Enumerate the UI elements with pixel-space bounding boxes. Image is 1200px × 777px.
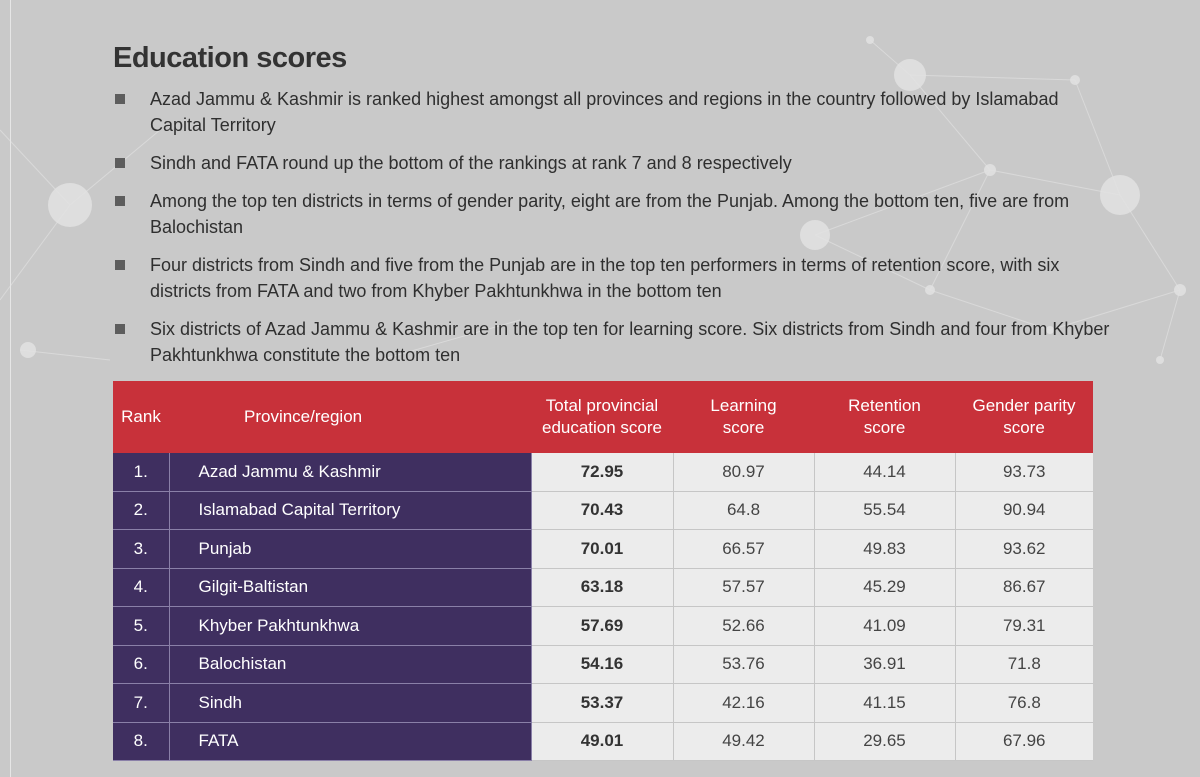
cell-region: Gilgit-Baltistan: [169, 568, 532, 607]
bullet-item: Among the top ten districts in terms of …: [113, 188, 1113, 240]
cell-total: 70.01: [531, 529, 674, 569]
header-total-score: Total provincial education score: [531, 381, 673, 453]
bullet-text: Four districts from Sindh and five from …: [150, 255, 1060, 301]
cell-learning: 66.57: [673, 529, 815, 569]
bullet-item: Sindh and FATA round up the bottom of th…: [113, 150, 1113, 176]
header-retention-score: Retention score: [814, 381, 955, 453]
table-row: 2. Islamabad Capital Territory 70.43 64.…: [113, 491, 1093, 530]
bullet-text: Six districts of Azad Jammu & Kashmir ar…: [150, 319, 1110, 365]
bullet-item: Six districts of Azad Jammu & Kashmir ar…: [113, 316, 1113, 368]
bullet-list: Azad Jammu & Kashmir is ranked highest a…: [113, 86, 1113, 380]
cell-learning: 64.8: [673, 491, 815, 530]
bullet-square-icon: [115, 196, 125, 206]
cell-rank: 3.: [113, 529, 170, 569]
cell-region: Azad Jammu & Kashmir: [169, 453, 532, 492]
cell-gender: 86.67: [955, 568, 1093, 607]
cell-rank: 1.: [113, 453, 170, 492]
cell-retention: 49.83: [814, 529, 956, 569]
bullet-text: Among the top ten districts in terms of …: [150, 191, 1070, 237]
page-edge-line: [10, 0, 11, 777]
bullet-square-icon: [115, 260, 125, 270]
cell-learning: 42.16: [673, 683, 815, 723]
bullet-square-icon: [115, 324, 125, 334]
cell-gender: 93.73: [955, 453, 1093, 492]
cell-retention: 29.65: [814, 722, 956, 761]
cell-gender: 79.31: [955, 606, 1093, 646]
education-scores-table: Rank Province/region Total provincial edu…: [113, 381, 1093, 761]
table-row: 6. Balochistan 54.16 53.76 36.91 71.8: [113, 645, 1093, 684]
cell-learning: 80.97: [673, 453, 815, 492]
cell-retention: 55.54: [814, 491, 956, 530]
cell-region: Balochistan: [169, 645, 532, 684]
bullet-square-icon: [115, 158, 125, 168]
cell-gender: 90.94: [955, 491, 1093, 530]
cell-rank: 8.: [113, 722, 170, 761]
cell-total: 72.95: [531, 453, 674, 492]
table-row: 5. Khyber Pakhtunkhwa 57.69 52.66 41.09 …: [113, 606, 1093, 646]
cell-learning: 49.42: [673, 722, 815, 761]
cell-total: 70.43: [531, 491, 674, 530]
cell-region: Sindh: [169, 683, 532, 723]
cell-rank: 6.: [113, 645, 170, 684]
bullet-square-icon: [115, 94, 125, 104]
table-row: 3. Punjab 70.01 66.57 49.83 93.62: [113, 529, 1093, 569]
header-rank: Rank: [113, 381, 169, 453]
cell-total: 49.01: [531, 722, 674, 761]
cell-retention: 44.14: [814, 453, 956, 492]
cell-learning: 57.57: [673, 568, 815, 607]
cell-total: 53.37: [531, 683, 674, 723]
cell-retention: 36.91: [814, 645, 956, 684]
cell-rank: 4.: [113, 568, 170, 607]
cell-gender: 93.62: [955, 529, 1093, 569]
header-gender-parity-score: Gender parity score: [955, 381, 1093, 453]
cell-learning: 53.76: [673, 645, 815, 684]
bullet-text: Sindh and FATA round up the bottom of th…: [150, 153, 792, 173]
cell-region: Punjab: [169, 529, 532, 569]
header-learning-score: Learning score: [673, 381, 814, 453]
bullet-item: Azad Jammu & Kashmir is ranked highest a…: [113, 86, 1113, 138]
cell-region: Khyber Pakhtunkhwa: [169, 606, 532, 646]
cell-gender: 67.96: [955, 722, 1093, 761]
table-header-row: Rank Province/region Total provincial edu…: [113, 381, 1093, 453]
cell-gender: 76.8: [955, 683, 1093, 723]
cell-learning: 52.66: [673, 606, 815, 646]
cell-gender: 71.8: [955, 645, 1093, 684]
table-row: 1. Azad Jammu & Kashmir 72.95 80.97 44.1…: [113, 453, 1093, 492]
cell-retention: 41.15: [814, 683, 956, 723]
bullet-text: Azad Jammu & Kashmir is ranked highest a…: [150, 89, 1059, 135]
cell-total: 57.69: [531, 606, 674, 646]
cell-region: Islamabad Capital Territory: [169, 491, 532, 530]
page-title: Education scores: [113, 42, 347, 74]
cell-retention: 41.09: [814, 606, 956, 646]
table-row: 7. Sindh 53.37 42.16 41.15 76.8: [113, 683, 1093, 723]
cell-region: FATA: [169, 722, 532, 761]
table-row: 8. FATA 49.01 49.42 29.65 67.96: [113, 722, 1093, 761]
cell-retention: 45.29: [814, 568, 956, 607]
cell-total: 63.18: [531, 568, 674, 607]
bullet-item: Four districts from Sindh and five from …: [113, 252, 1113, 304]
table-row: 4. Gilgit-Baltistan 63.18 57.57 45.29 86…: [113, 568, 1093, 607]
cell-rank: 7.: [113, 683, 170, 723]
cell-rank: 2.: [113, 491, 170, 530]
cell-rank: 5.: [113, 606, 170, 646]
header-province-region: Province/region: [169, 381, 531, 453]
cell-total: 54.16: [531, 645, 674, 684]
